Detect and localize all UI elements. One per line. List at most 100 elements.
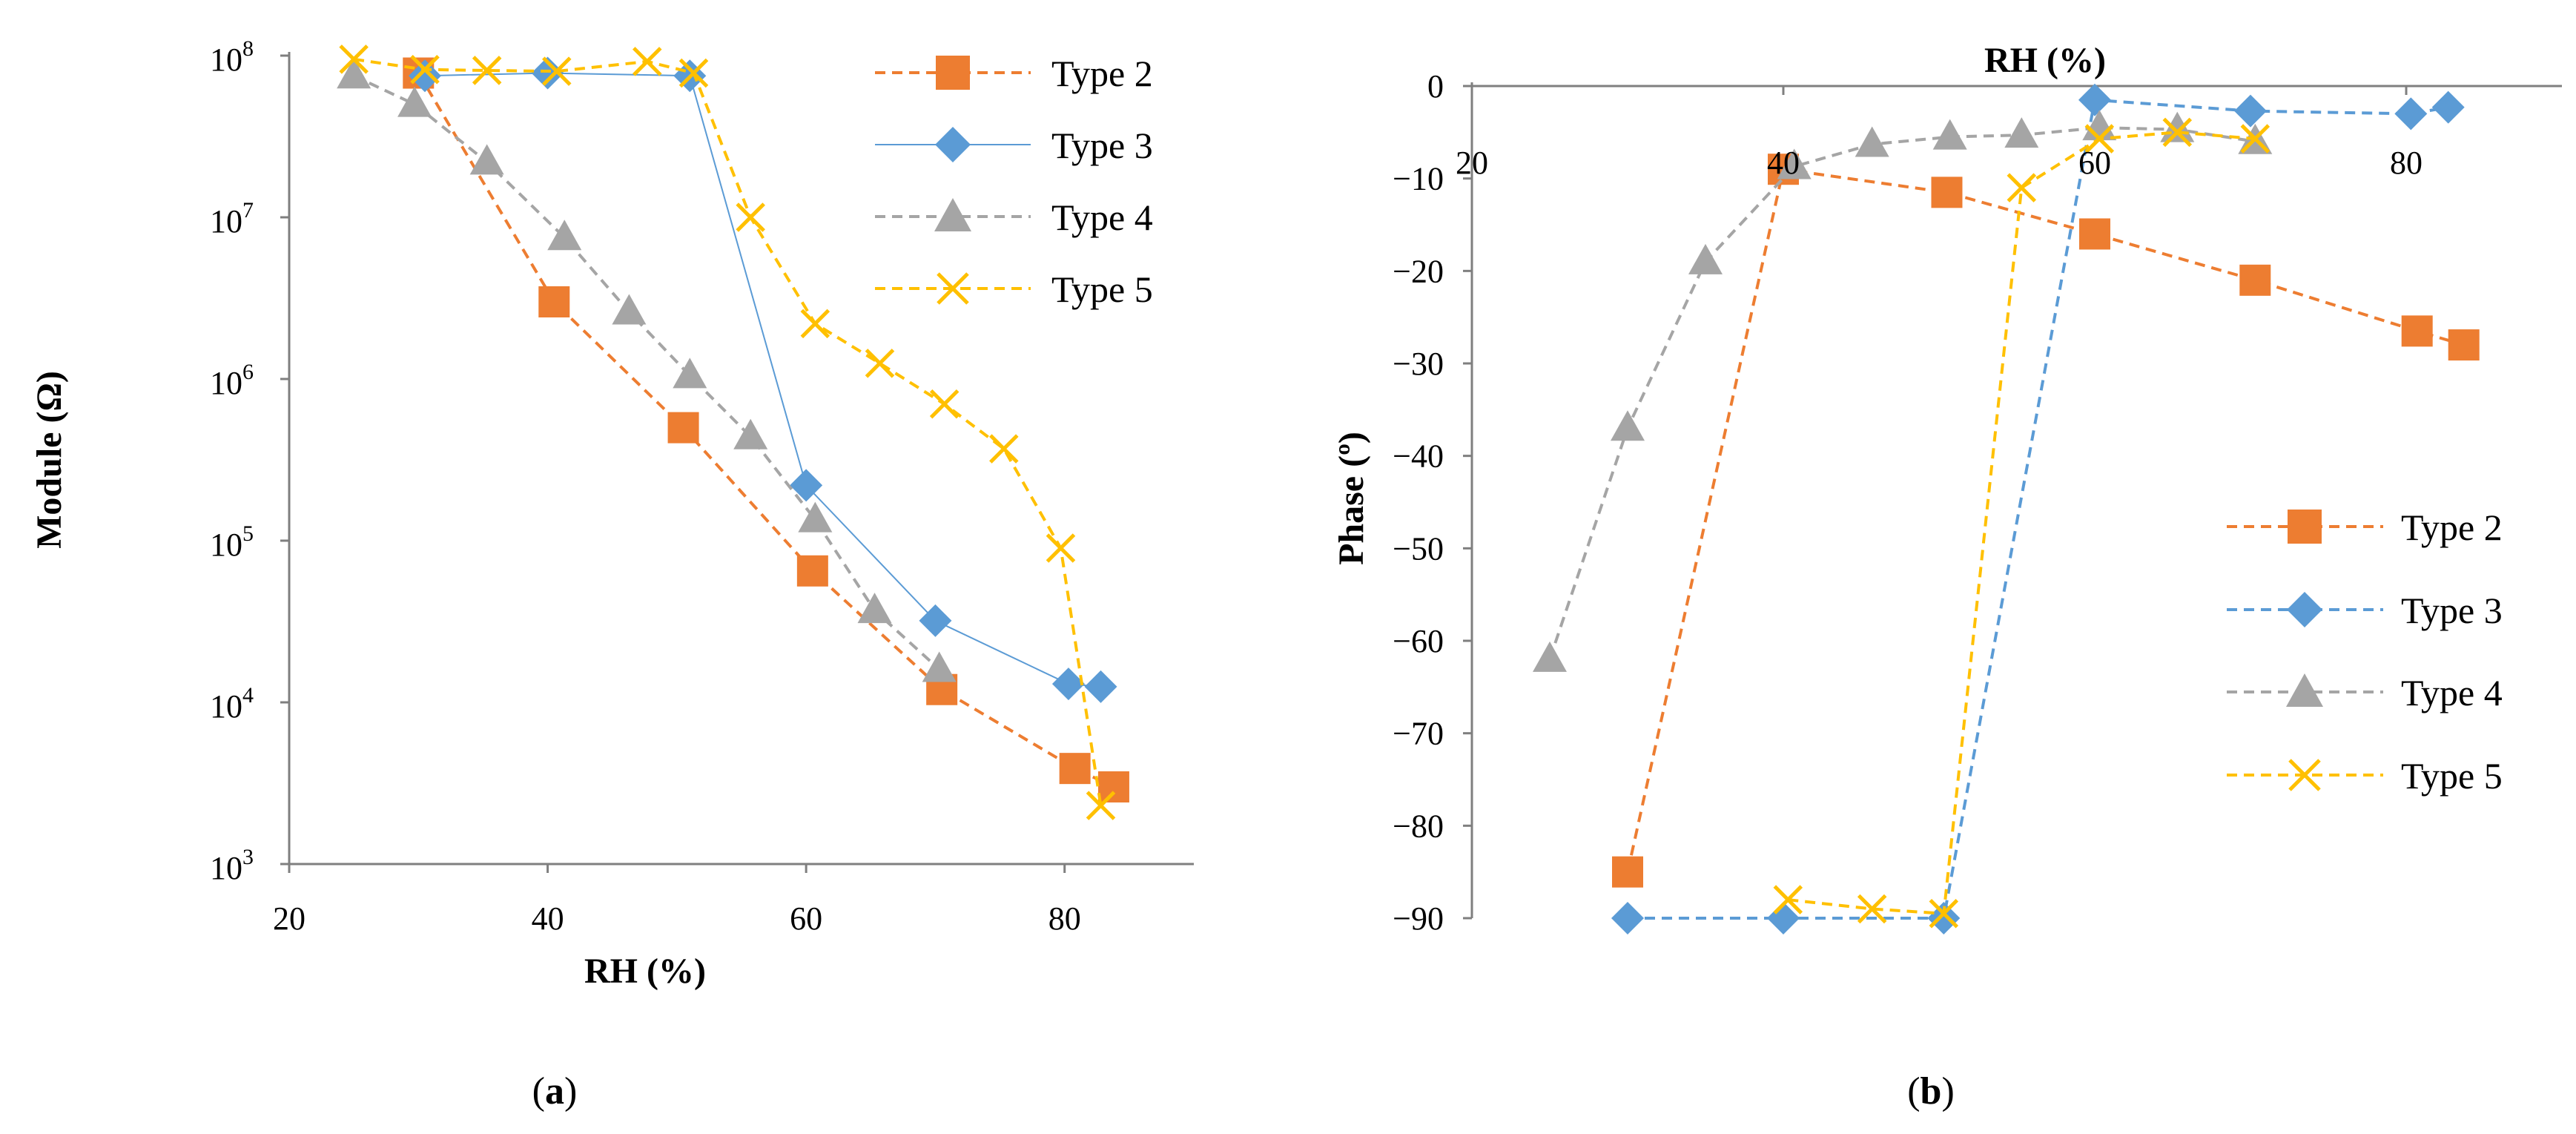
chart-b-x-tick-label-40: 40 xyxy=(1767,145,1800,181)
chart-b-point-type-2-4 xyxy=(2239,264,2271,296)
chart-a-point-type-3-3 xyxy=(790,469,823,502)
legend-item-type-2: Type 2 xyxy=(875,53,1153,94)
chart-a-point-type-4-5 xyxy=(673,357,707,389)
chart-b-y-axis-title: Phase (º) xyxy=(1332,432,1371,565)
chart-b-axes xyxy=(1463,82,2562,920)
chart-b-y-tick-label--80: −80 xyxy=(1393,808,1444,844)
chart-a-series xyxy=(337,44,1129,820)
chart-b-point-type-4-5 xyxy=(1932,119,1967,150)
legend-label-type-4: Type 4 xyxy=(1051,197,1153,238)
chart-a-x-tick-label-40: 40 xyxy=(532,900,564,937)
chart-a-point-type-2-5 xyxy=(1059,753,1091,785)
legend-label-type-2: Type 2 xyxy=(1051,53,1153,94)
chart-a-point-type-3-0 xyxy=(409,59,441,93)
chart-b-point-type-3-3 xyxy=(2078,83,2111,116)
legend-label-type-5: Type 5 xyxy=(2401,755,2503,797)
chart-a-point-type-5-6 xyxy=(736,202,765,232)
chart-b-point-type-5-1 xyxy=(1857,894,1887,924)
chart-b-point-type-4-0 xyxy=(1533,641,1567,672)
chart-a-point-type-4-1 xyxy=(397,86,432,117)
chart-b-point-type-5-4 xyxy=(2084,124,2115,154)
legend-label-type-3: Type 3 xyxy=(2401,590,2503,631)
legend-label-type-3: Type 3 xyxy=(1051,125,1153,166)
chart-b-point-type-5-5 xyxy=(2162,117,2193,148)
chart-b-point-type-2-2 xyxy=(1931,177,1963,208)
chart-b-point-type-5-0 xyxy=(1773,885,1803,914)
chart-b-y-tick-label--40: −40 xyxy=(1393,438,1444,475)
legend-label-type-4: Type 4 xyxy=(2401,672,2503,713)
chart-a-point-type-5-2 xyxy=(472,56,502,85)
chart-b-point-type-3-0 xyxy=(1611,902,1644,934)
chart-a-series-line-type-4 xyxy=(353,74,941,670)
chart-b-point-type-5-3 xyxy=(2007,173,2037,202)
chart-a-point-type-5-0 xyxy=(339,44,369,74)
chart-b-x-axis-title: RH (%) xyxy=(1984,41,2106,80)
legend-item-type-4: Type 4 xyxy=(2227,672,2503,713)
chart-a-point-type-2-3 xyxy=(796,555,828,587)
chart-b-point-type-3-2 xyxy=(1927,902,1961,934)
chart-b-series-type-5 xyxy=(1773,117,2270,929)
chart-b-point-type-2-6 xyxy=(2448,329,2480,361)
chart-b-y-tick-label--50: −50 xyxy=(1393,530,1444,567)
chart-a-point-type-4-0 xyxy=(337,58,371,89)
chart-b-y-tick-label--30: −30 xyxy=(1393,346,1444,382)
chart-a-point-type-4-4 xyxy=(612,294,647,325)
chart-b-point-type-3-6 xyxy=(2431,90,2465,124)
chart-a-x-tick-label-60: 60 xyxy=(790,900,822,937)
chart-a-y-axis-title: Module (Ω) xyxy=(30,371,69,549)
chart-a-point-type-3-6 xyxy=(1084,670,1117,703)
chart-b-point-type-4-1 xyxy=(1611,410,1645,441)
chart-a-point-type-5-7 xyxy=(800,309,830,339)
chart-b-point-type-2-3 xyxy=(2079,218,2110,250)
chart-b-point-type-4-3 xyxy=(1777,148,1812,179)
chart-a-point-type-2-6 xyxy=(1097,771,1129,802)
chart-a-point-type-3-1 xyxy=(531,56,564,90)
chart-a-panel-label: (a) xyxy=(532,1070,578,1112)
chart-b-tick-labels: 20 40 60 80 0 −10 −20 −30 −40 −50 −60 −70 −80 −90 xyxy=(1393,68,2423,937)
legend-item-type-3: Type 3 xyxy=(875,125,1153,166)
chart-a-axes xyxy=(280,52,1194,873)
chart-b-legend: Type 2 Type 3 Type 4 Type 5 xyxy=(2227,507,2503,797)
chart-a-point-type-5-10 xyxy=(989,434,1019,464)
chart-a-point-type-3-5 xyxy=(1051,667,1085,701)
chart-b-y-tick-label--20: −20 xyxy=(1393,253,1444,289)
chart-b-series xyxy=(1533,83,2480,934)
chart-b-y-tick-label--90: −90 xyxy=(1393,900,1444,937)
chart-a-x-axis-title: RH (%) xyxy=(584,952,706,991)
chart-b: 20 40 60 80 0 −10 −20 −30 −40 −50 −60 −70 −80 −90 RH … xyxy=(1332,41,2562,1112)
legend-item-type-4: Type 4 xyxy=(875,197,1153,238)
chart-a-point-type-5-11 xyxy=(1046,533,1076,563)
chart-a-point-type-4-3 xyxy=(547,220,582,251)
chart-b-y-tick-label--60: −60 xyxy=(1393,623,1444,659)
chart-a-series-type-5 xyxy=(339,44,1116,820)
chart-b-point-type-5-6 xyxy=(2240,124,2270,154)
chart-b-x-tick-label-80: 80 xyxy=(2390,145,2423,181)
chart-b-point-type-2-0 xyxy=(1612,856,1643,888)
chart-a-point-type-5-9 xyxy=(929,389,960,419)
chart-b-point-type-4-8 xyxy=(2160,111,2195,142)
chart-a-series-type-4 xyxy=(337,58,957,682)
chart-a-point-type-4-6 xyxy=(733,418,768,449)
legend-item-type-5: Type 5 xyxy=(2227,755,2503,797)
chart-a-point-type-5-1 xyxy=(410,55,440,85)
chart-b-y-tick-label-0: 0 xyxy=(1427,68,1444,105)
chart-a-legend: Type 2 Type 3 Type 4 Type 5 xyxy=(875,53,1153,310)
legend-item-type-2: Type 2 xyxy=(2227,507,2503,548)
chart-b-point-type-5-2 xyxy=(1929,899,1959,929)
chart-a-x-tick-label-20: 20 xyxy=(273,900,306,937)
chart-a-point-type-5-3 xyxy=(542,56,572,86)
legend-label-type-2: Type 2 xyxy=(2401,507,2503,548)
chart-b-point-type-4-4 xyxy=(1855,126,1889,157)
chart-a-point-type-4-9 xyxy=(922,651,957,682)
chart-a-point-type-3-4 xyxy=(919,604,952,637)
chart-a-x-tick-label-80: 80 xyxy=(1048,900,1081,937)
chart-b-point-type-4-2 xyxy=(1688,243,1723,274)
chart-b-x-tick-label-60: 60 xyxy=(2078,145,2111,181)
chart-a-point-type-5-5 xyxy=(678,58,709,88)
chart-b-series-line-type-4 xyxy=(1548,126,2256,660)
chart-b-panel-label: (b) xyxy=(1907,1070,1955,1112)
